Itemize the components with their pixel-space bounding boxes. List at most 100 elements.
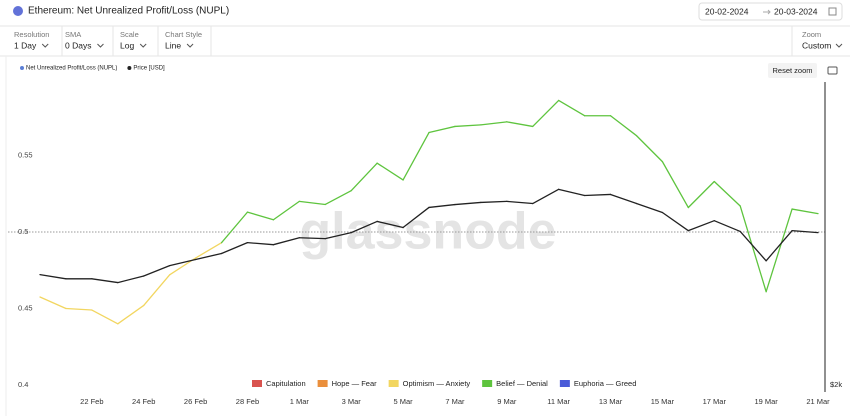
line-segment xyxy=(402,206,430,229)
zone-swatch xyxy=(388,380,399,387)
line-segment xyxy=(39,296,67,310)
line-segment xyxy=(65,307,93,311)
line-segment xyxy=(454,201,482,206)
line-segment xyxy=(220,241,249,255)
zoom-label: Zoom xyxy=(802,30,821,39)
legend-label: Price [USD] xyxy=(133,66,165,72)
line-segment xyxy=(39,274,67,280)
line-segment xyxy=(298,200,326,206)
line-segment xyxy=(609,193,638,205)
legend-label: Net Unrealized Profit/Loss (NUPL) xyxy=(26,66,117,72)
chevron xyxy=(139,43,147,48)
y-tick-label: 0.45 xyxy=(18,303,33,312)
line-segment xyxy=(117,304,145,325)
x-tick-label: 21 Mar xyxy=(806,397,830,406)
chevron xyxy=(835,43,843,48)
x-tick-label: 15 Mar xyxy=(651,397,675,406)
x-tick-label: 24 Feb xyxy=(132,397,155,406)
chevron xyxy=(41,43,49,48)
x-tick-label: 13 Mar xyxy=(599,397,623,406)
control-label: SMA xyxy=(65,30,81,39)
line-segment xyxy=(532,99,560,128)
line-segment xyxy=(687,180,715,209)
x-tick-label: 11 Mar xyxy=(547,397,570,406)
x-tick-label: 22 Feb xyxy=(80,397,103,406)
line-segment xyxy=(298,237,326,240)
line-segment xyxy=(635,202,664,214)
line-segment xyxy=(713,220,741,233)
x-tick-label: 1 Mar xyxy=(290,397,310,406)
y-tick-label: 0.5 xyxy=(18,227,28,236)
control-label: Chart Style xyxy=(165,30,202,39)
chevron xyxy=(186,43,194,48)
x-tick-label: 3 Mar xyxy=(342,397,362,406)
line-segment xyxy=(428,125,456,134)
x-tick-label: 9 Mar xyxy=(497,397,517,406)
line-segment xyxy=(324,190,352,206)
line-segment xyxy=(480,200,508,204)
calendar-icon xyxy=(828,7,837,16)
zone-label: Belief — Denial xyxy=(496,379,548,388)
zone-swatch xyxy=(482,380,493,387)
reset-zoom-button[interactable] xyxy=(768,63,817,78)
line-segment xyxy=(91,278,119,284)
legend-dot xyxy=(127,66,132,70)
line-segment xyxy=(791,208,819,215)
control-value[interactable]: Line xyxy=(165,40,181,50)
line-segment xyxy=(194,242,223,259)
line-segment xyxy=(480,121,508,126)
control-value[interactable]: 1 Day xyxy=(14,40,37,50)
line-segment xyxy=(558,188,586,197)
line-segment xyxy=(583,193,612,197)
x-tick-label: 5 Mar xyxy=(393,397,413,406)
control-value[interactable]: 0 Days xyxy=(65,40,91,50)
line-segment xyxy=(661,211,689,232)
zoom-value[interactable]: Custom xyxy=(802,40,831,50)
date-to[interactable]: 20-03-2024 xyxy=(774,6,818,16)
x-tick-label: 17 Mar xyxy=(703,397,727,406)
line-segment xyxy=(532,188,560,205)
line-segment xyxy=(143,274,171,307)
line-segment xyxy=(350,162,378,192)
line-segment xyxy=(194,252,223,261)
line-segment xyxy=(687,220,715,232)
date-from[interactable]: 20-02-2024 xyxy=(705,6,749,16)
line-segment xyxy=(609,115,638,137)
x-tick-label: 26 Feb xyxy=(184,397,207,406)
zone-label: Hope — Fear xyxy=(332,379,378,388)
line-segment xyxy=(454,124,482,128)
line-segment xyxy=(739,205,767,293)
eth-icon xyxy=(13,6,23,16)
line-segment xyxy=(324,231,352,240)
line-segment xyxy=(506,200,534,205)
zone-label: Euphoria — Greed xyxy=(574,379,637,388)
line-segment xyxy=(765,208,793,293)
zone-label: Optimism — Anxiety xyxy=(403,379,471,388)
line-segment xyxy=(765,230,793,262)
legend-dot xyxy=(20,66,24,70)
title: Ethereum: Net Unrealized Profit/Loss (NU… xyxy=(28,6,229,17)
line-segment xyxy=(376,162,404,181)
line-segment xyxy=(246,211,275,221)
camera-icon[interactable] xyxy=(827,66,838,75)
line-segment xyxy=(169,258,197,267)
line-segment xyxy=(143,264,171,277)
date-range[interactable] xyxy=(698,2,843,21)
line-segment xyxy=(220,211,249,244)
line-segment xyxy=(91,309,119,325)
line-segment xyxy=(246,241,275,246)
chevron xyxy=(97,43,104,48)
line-segment xyxy=(376,220,404,229)
reset-zoom[interactable]: Reset zoom xyxy=(772,66,812,75)
line-segment xyxy=(117,275,145,284)
control-value[interactable]: Log xyxy=(120,40,134,50)
x-tick-label: 28 Feb xyxy=(236,397,259,406)
line-segment xyxy=(272,237,300,246)
line-segment xyxy=(402,131,430,181)
line-segment xyxy=(350,220,378,234)
x-tick-label: 19 Mar xyxy=(754,397,778,406)
line-segment xyxy=(428,203,456,209)
line-segment xyxy=(272,200,300,221)
line-segment xyxy=(506,121,534,128)
line-segment xyxy=(558,99,586,117)
